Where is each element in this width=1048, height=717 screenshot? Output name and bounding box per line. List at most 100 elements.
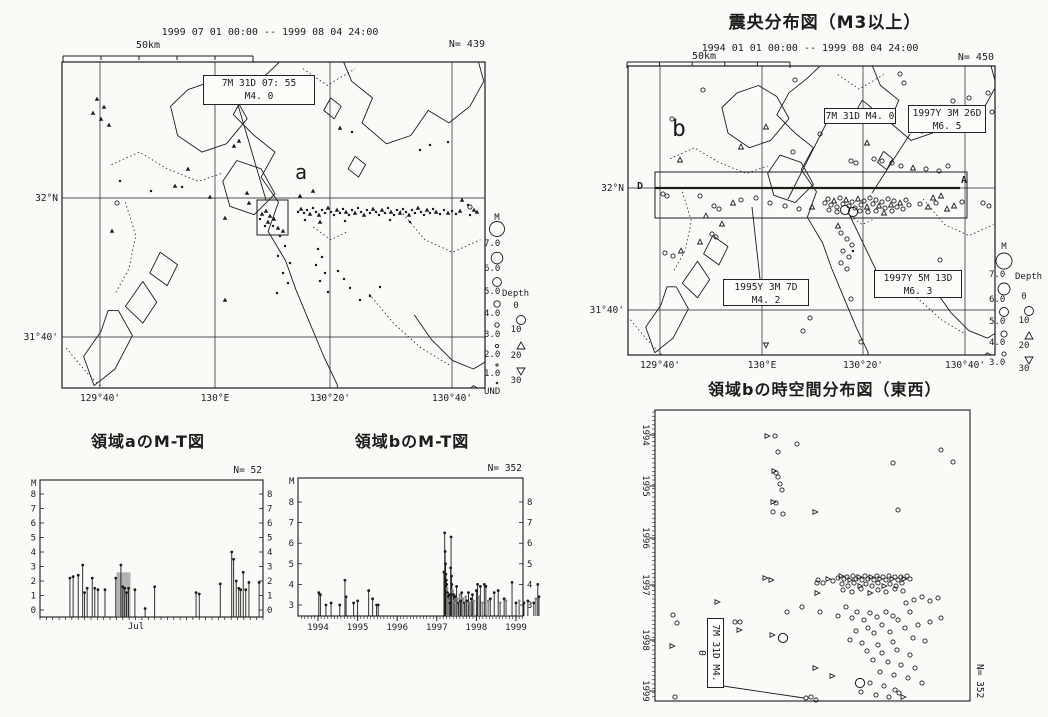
m-tick-label: 0 <box>31 606 36 616</box>
magnitude-stem-top <box>472 599 476 603</box>
year-tick-label: 1999 <box>640 680 650 702</box>
epicenter-dot <box>118 179 122 183</box>
epicenter-circle <box>803 695 809 701</box>
map-a-count: N= 439 <box>448 39 485 50</box>
magnitude-stem-top <box>455 597 459 601</box>
epicenter-circle <box>838 230 844 236</box>
magnitude-stem-top <box>127 586 130 590</box>
epicenter-circle <box>817 609 823 615</box>
event-box-line: 1995Y 3M 7D <box>734 282 798 293</box>
magnitude-stem-top <box>459 599 462 603</box>
legend-magnitude-label: 6.0 <box>989 295 1005 305</box>
event-box-b4: 1997Y 5M 13D M6. 3 <box>874 270 962 298</box>
epicenter-circle <box>784 609 790 615</box>
epicenter-dot <box>342 277 346 281</box>
epicenter-circle <box>980 200 986 206</box>
legend-depth-title: Depth <box>1015 272 1042 282</box>
legend-depth-label: 10 <box>511 325 522 335</box>
magnitude-stem-top <box>460 591 464 595</box>
epicenter-circle <box>891 672 897 678</box>
epicenter-triangle <box>834 222 842 229</box>
epicenter-triangle <box>677 247 685 254</box>
epicenter-circle <box>767 200 773 206</box>
epicenter-circle <box>846 254 852 260</box>
epicenter-dot <box>401 207 405 211</box>
event-box-spacetime: 7M 31D M4. 0 <box>696 618 724 688</box>
epicenter-triangle <box>474 209 480 214</box>
coastline <box>347 155 366 178</box>
magnitude-stem-top <box>153 585 157 589</box>
coastline <box>681 260 711 299</box>
epicenter-circle <box>853 160 859 166</box>
epicenter-circle <box>848 296 854 302</box>
epicenter-dot <box>286 281 290 285</box>
epicenter-circle <box>869 583 875 589</box>
legend-magnitude-circle <box>492 277 502 287</box>
epicenter-triangle <box>172 183 178 188</box>
epicenter-triangle <box>90 110 96 115</box>
m-tick-label: 1 <box>267 592 272 602</box>
m-tick-label: 8 <box>289 498 294 508</box>
magnitude-stem-top <box>496 589 500 592</box>
magnitude-stem-top <box>478 585 482 588</box>
epicenter-circle <box>883 589 889 595</box>
magnitude-stem-top <box>197 592 201 596</box>
magnitude-stem-top <box>455 585 458 588</box>
magnitude-stem-top <box>450 574 453 578</box>
epicenter-circle <box>894 204 900 210</box>
magnitude-stem-top <box>471 593 474 597</box>
panel-map-a: 129°40' 130°E 130°20' 130°40' 32°N 31°40' M 7.0… <box>24 55 529 404</box>
epicenter-circle <box>883 609 889 615</box>
map-a-date-range: 1999 07 01 00:00 -- 1999 08 04 24:00 <box>161 27 379 38</box>
epicenter-triangle-right <box>825 575 832 583</box>
map-b-count: N= 450 <box>957 52 994 63</box>
legend-depth-label: 20 <box>1019 341 1030 351</box>
epicenter-triangle <box>424 207 430 212</box>
epicenter-circle <box>985 90 991 96</box>
epicenter-dot <box>359 210 363 214</box>
epicenter-circle <box>858 689 864 695</box>
epicenter-circle <box>886 694 892 700</box>
epicenter-circle <box>862 573 868 579</box>
epicenter-circle <box>919 680 925 686</box>
epicenter-circle <box>897 71 903 77</box>
epicenter-dot <box>323 271 327 275</box>
epicenter-triangle <box>297 193 303 198</box>
epicenter-dot <box>413 211 417 215</box>
epicenter-circle <box>863 581 869 587</box>
year-tick-label: 1996 <box>386 623 408 633</box>
epicenter-circle <box>775 449 781 455</box>
epicenter-dot <box>258 217 262 221</box>
epicenter-triangle <box>231 143 237 148</box>
map-b-date-range: 1994 01 01 00:00 -- 1999 08 04 24:00 <box>701 43 919 54</box>
epicenter-triangle-right <box>877 575 884 583</box>
epicenter-circle <box>669 116 675 122</box>
m-tick-label: 2 <box>267 577 272 587</box>
coastline <box>413 314 485 370</box>
m-tick-label: 7 <box>267 505 272 515</box>
magnitude-stem-top <box>498 601 502 605</box>
epicenter-dot <box>428 143 432 147</box>
epicenter-dot <box>296 210 300 214</box>
leader-line <box>751 206 761 280</box>
epicenter-dot <box>341 207 345 211</box>
epicenter-dot <box>316 247 320 251</box>
epicenter-triangle <box>298 206 304 211</box>
epicenter-circle <box>854 609 860 615</box>
epicenter-dot <box>368 211 372 215</box>
magnitude-stem-top <box>241 570 245 574</box>
event-box-line: M4. 0 <box>244 91 274 102</box>
magnitude-stem-top <box>114 576 118 580</box>
m-tick-label: 1 <box>31 592 36 602</box>
epicenter-circle <box>885 196 891 202</box>
epicenter-triangle <box>471 207 477 212</box>
epicenter-triangle-right <box>812 664 819 672</box>
epicenter-circle <box>936 168 942 174</box>
epicenter-triangle <box>280 228 286 233</box>
epicenter-circle <box>849 615 855 621</box>
epicenter-circle <box>927 598 933 604</box>
epicenter-circle <box>896 690 902 696</box>
legend-depth-label: 0 <box>1021 292 1026 302</box>
m-tick-label: 8 <box>527 498 532 508</box>
